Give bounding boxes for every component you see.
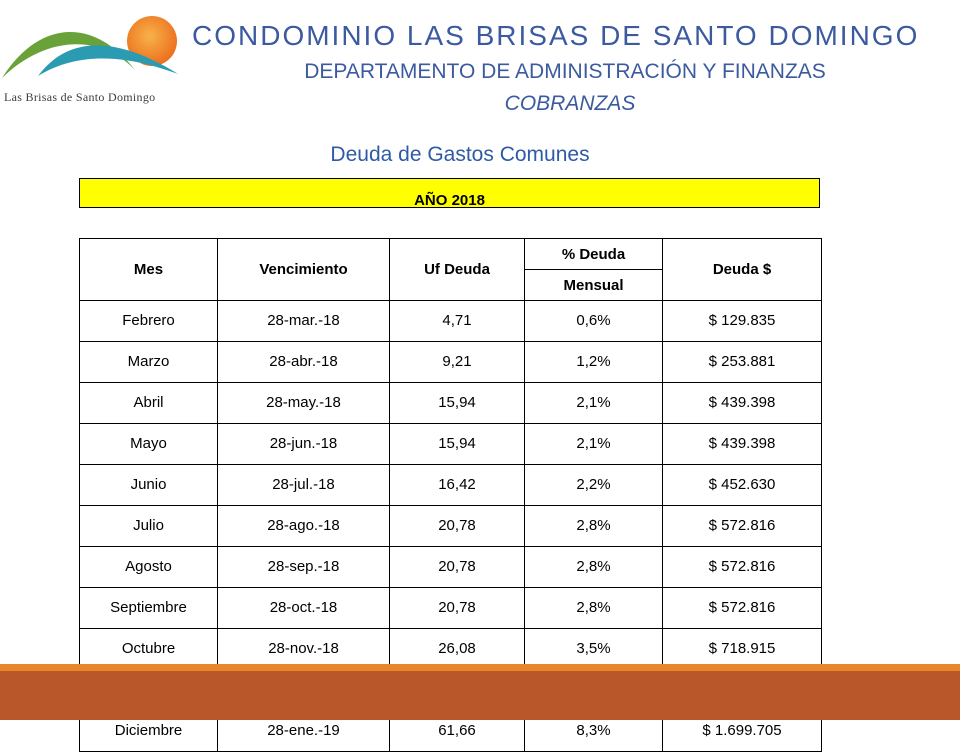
cell-vencimiento: 28-may.-18 (217, 382, 390, 424)
cell-uf: 20,78 (389, 546, 525, 588)
cell-uf: 20,78 (389, 505, 525, 547)
header-vencimiento: Vencimiento (217, 238, 390, 301)
cell-mes: Mayo (79, 423, 218, 465)
cell-mes: Septiembre (79, 587, 218, 629)
header-uf-deuda: Uf Deuda (389, 238, 525, 301)
cell-uf: 15,94 (389, 423, 525, 465)
table-row: Agosto 28-sep.-18 20,78 2,8% $ 572.816 (79, 546, 822, 588)
table-row: Julio 28-ago.-18 20,78 2,8% $ 572.816 (79, 505, 822, 547)
cell-mes: Agosto (79, 546, 218, 588)
department-title: DEPARTAMENTO DE ADMINISTRACIÓN Y FINANZA… (304, 60, 826, 83)
condominium-logo: Las Brisas de Santo Domingo (0, 8, 185, 104)
cell-pct: 2,8% (524, 587, 663, 629)
cell-pct: 2,1% (524, 382, 663, 424)
logo-sun (127, 16, 177, 66)
page-title: CONDOMINIO LAS BRISAS DE SANTO DOMINGO (192, 20, 920, 51)
cell-deuda: $ 452.630 (662, 464, 822, 506)
cell-mes: Marzo (79, 341, 218, 383)
header-mes: Mes (79, 238, 218, 301)
cell-uf: 15,94 (389, 382, 525, 424)
cell-vencimiento: 28-jul.-18 (217, 464, 390, 506)
footer-band (0, 671, 960, 720)
cell-deuda: $ 572.816 (662, 546, 822, 588)
cell-uf: 9,21 (389, 341, 525, 383)
table-row: Mayo 28-jun.-18 15,94 2,1% $ 439.398 (79, 423, 822, 465)
cell-pct: 2,2% (524, 464, 663, 506)
cell-deuda: $ 439.398 (662, 382, 822, 424)
cell-pct: 1,2% (524, 341, 663, 383)
table-row: Febrero 28-mar.-18 4,71 0,6% $ 129.835 (79, 300, 822, 342)
logo-teal-wave (38, 45, 178, 76)
cell-deuda: $ 439.398 (662, 423, 822, 465)
table-row: Abril 28-may.-18 15,94 2,1% $ 439.398 (79, 382, 822, 424)
table-title: Deuda de Gastos Comunes (330, 143, 590, 166)
debt-table: Mes Vencimiento Uf Deuda % Deuda Deuda $… (79, 238, 822, 752)
cell-deuda: $ 718.915 (662, 628, 822, 670)
section-title: COBRANZAS (504, 92, 636, 115)
cell-pct: 2,8% (524, 505, 663, 547)
cell-vencimiento: 28-jun.-18 (217, 423, 390, 465)
cell-pct: 3,5% (524, 628, 663, 670)
cell-pct: 0,6% (524, 300, 663, 342)
cell-deuda: $ 572.816 (662, 587, 822, 629)
table-row: Septiembre 28-oct.-18 20,78 2,8% $ 572.816 (79, 587, 822, 629)
cell-uf: 16,42 (389, 464, 525, 506)
logo-graphic (2, 16, 178, 78)
cell-uf: 20,78 (389, 587, 525, 629)
cell-uf: 26,08 (389, 628, 525, 670)
logo-green-hill (2, 31, 135, 78)
cell-vencimiento: 28-nov.-18 (217, 628, 390, 670)
cell-vencimiento: 28-ago.-18 (217, 505, 390, 547)
cell-deuda: $ 253.881 (662, 341, 822, 383)
cell-pct: 2,8% (524, 546, 663, 588)
cell-deuda: $ 129.835 (662, 300, 822, 342)
table-row: Marzo 28-abr.-18 9,21 1,2% $ 253.881 (79, 341, 822, 383)
header-pct-deuda: % Deuda (524, 238, 663, 270)
table-row: Junio 28-jul.-18 16,42 2,2% $ 452.630 (79, 464, 822, 506)
cell-vencimiento: 28-mar.-18 (217, 300, 390, 342)
cell-vencimiento: 28-sep.-18 (217, 546, 390, 588)
cell-mes: Octubre (79, 628, 218, 670)
cell-vencimiento: 28-oct.-18 (217, 587, 390, 629)
cell-uf: 4,71 (389, 300, 525, 342)
year-banner: AÑO 2018 (79, 178, 820, 209)
cell-deuda: $ 572.816 (662, 505, 822, 547)
cell-mes: Julio (79, 505, 218, 547)
header-mensual: Mensual (524, 269, 663, 301)
footer-accent-line (0, 664, 960, 671)
header-deuda: Deuda $ (662, 238, 822, 301)
cell-mes: Febrero (79, 300, 218, 342)
cell-mes: Junio (79, 464, 218, 506)
logo-text: Las Brisas de Santo Domingo (4, 90, 156, 104)
table-row: Octubre 28-nov.-18 26,08 3,5% $ 718.915 (79, 628, 822, 670)
cell-vencimiento: 28-abr.-18 (217, 341, 390, 383)
cell-pct: 2,1% (524, 423, 663, 465)
cell-mes: Abril (79, 382, 218, 424)
